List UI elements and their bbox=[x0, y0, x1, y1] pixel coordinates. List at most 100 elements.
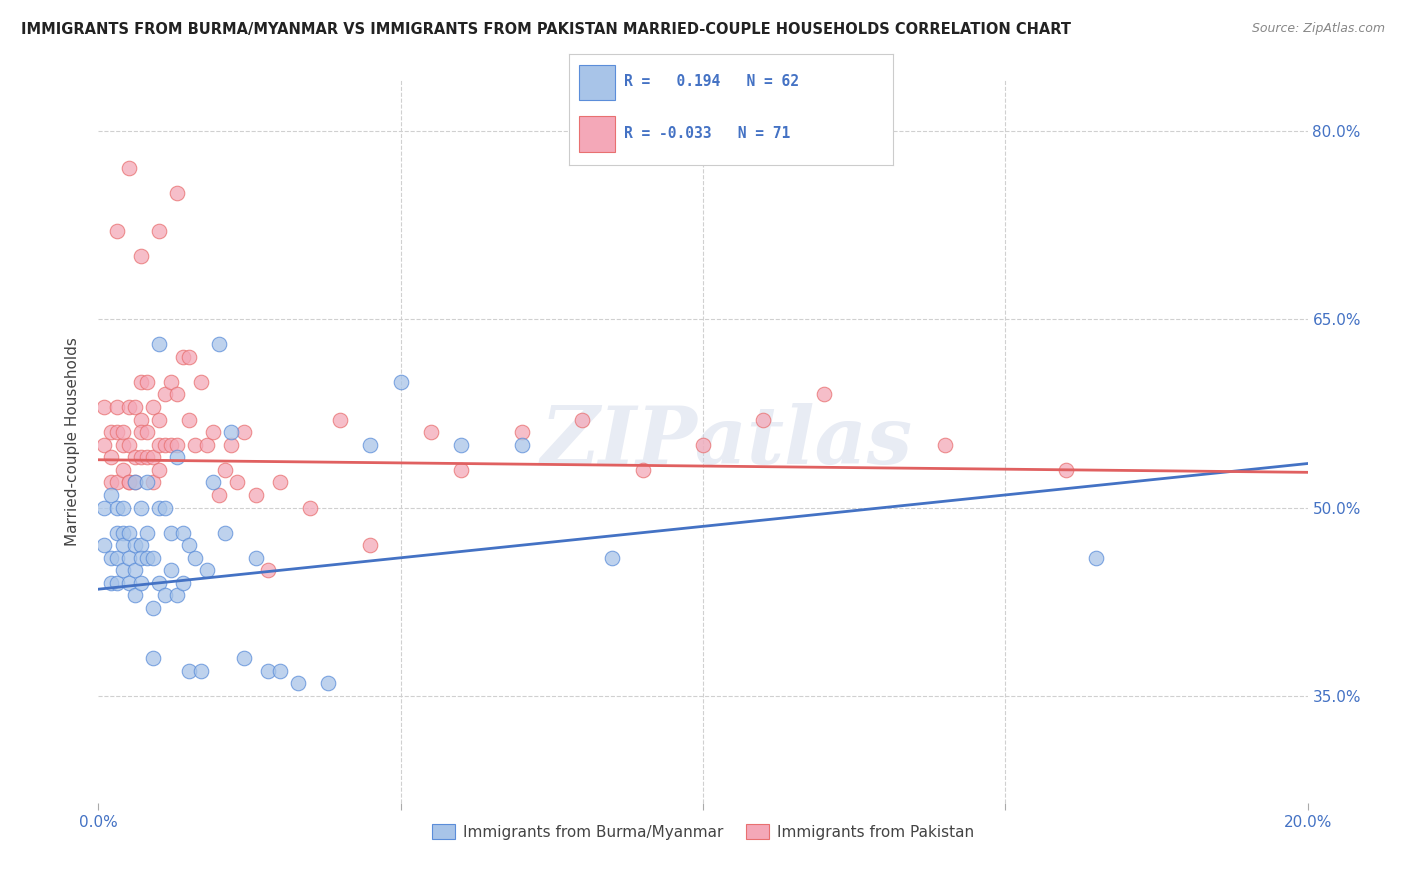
Point bbox=[135, 550, 157, 565]
Point bbox=[105, 575, 128, 590]
Point bbox=[124, 450, 146, 465]
Point bbox=[105, 500, 128, 515]
Point bbox=[510, 438, 533, 452]
Point bbox=[287, 676, 309, 690]
Point bbox=[148, 463, 170, 477]
Point bbox=[118, 575, 141, 590]
Point bbox=[105, 224, 128, 238]
Point bbox=[226, 475, 249, 490]
Point bbox=[100, 475, 122, 490]
Point bbox=[142, 601, 165, 615]
Point bbox=[93, 500, 115, 515]
Point bbox=[160, 375, 183, 389]
Point bbox=[148, 224, 170, 238]
Point bbox=[142, 550, 165, 565]
Point bbox=[118, 550, 141, 565]
Point bbox=[602, 550, 624, 565]
Text: IMMIGRANTS FROM BURMA/MYANMAR VS IMMIGRANTS FROM PAKISTAN MARRIED-COUPLE HOUSEHO: IMMIGRANTS FROM BURMA/MYANMAR VS IMMIGRA… bbox=[21, 22, 1071, 37]
Point bbox=[93, 438, 115, 452]
Point bbox=[692, 438, 714, 452]
Point bbox=[166, 450, 188, 465]
Point bbox=[118, 400, 141, 414]
Point bbox=[129, 538, 152, 552]
Point bbox=[256, 664, 278, 678]
Point bbox=[631, 463, 654, 477]
Point bbox=[179, 412, 201, 426]
Point bbox=[179, 350, 201, 364]
Point bbox=[571, 412, 593, 426]
Point bbox=[129, 375, 152, 389]
Point bbox=[135, 375, 157, 389]
Point bbox=[190, 375, 212, 389]
Point bbox=[135, 425, 157, 439]
Point bbox=[93, 538, 115, 552]
Point bbox=[100, 575, 122, 590]
Point bbox=[208, 488, 231, 502]
Point bbox=[111, 438, 134, 452]
Point bbox=[111, 425, 134, 439]
Point bbox=[166, 387, 188, 401]
Point bbox=[269, 664, 291, 678]
Bar bbox=[579, 65, 614, 101]
Point bbox=[100, 488, 122, 502]
Point bbox=[510, 425, 533, 439]
Point bbox=[124, 400, 146, 414]
Point bbox=[111, 538, 134, 552]
Point bbox=[450, 463, 472, 477]
Point bbox=[245, 550, 267, 565]
Point bbox=[148, 412, 170, 426]
Point bbox=[118, 475, 141, 490]
Point bbox=[111, 525, 134, 540]
Point bbox=[129, 249, 152, 263]
Point bbox=[195, 438, 218, 452]
Point bbox=[129, 550, 152, 565]
Point bbox=[148, 575, 170, 590]
Point bbox=[214, 525, 236, 540]
Point bbox=[214, 463, 236, 477]
Point bbox=[124, 563, 146, 577]
Point bbox=[166, 186, 188, 201]
Point bbox=[299, 500, 322, 515]
Point bbox=[153, 589, 176, 603]
Point bbox=[118, 525, 141, 540]
Point bbox=[316, 676, 339, 690]
Point bbox=[160, 563, 183, 577]
Point bbox=[184, 550, 207, 565]
Point bbox=[1054, 463, 1077, 477]
Point bbox=[221, 425, 243, 439]
Point bbox=[142, 475, 165, 490]
Point bbox=[172, 350, 194, 364]
Point bbox=[166, 438, 188, 452]
Point bbox=[208, 337, 231, 351]
Bar bbox=[579, 116, 614, 152]
Point bbox=[153, 387, 176, 401]
Point bbox=[148, 500, 170, 515]
Text: R = -0.033   N = 71: R = -0.033 N = 71 bbox=[624, 126, 790, 141]
Point bbox=[118, 438, 141, 452]
Point bbox=[105, 400, 128, 414]
Point bbox=[135, 525, 157, 540]
Point bbox=[202, 425, 225, 439]
Point bbox=[129, 450, 152, 465]
Point bbox=[269, 475, 291, 490]
Point bbox=[221, 438, 243, 452]
Point bbox=[813, 387, 835, 401]
Point bbox=[111, 500, 134, 515]
Point bbox=[105, 475, 128, 490]
Point bbox=[124, 475, 146, 490]
Point bbox=[245, 488, 267, 502]
Point bbox=[111, 463, 134, 477]
Point bbox=[100, 450, 122, 465]
Point bbox=[124, 538, 146, 552]
Point bbox=[148, 438, 170, 452]
Point bbox=[100, 550, 122, 565]
Point bbox=[142, 400, 165, 414]
Point bbox=[752, 412, 775, 426]
Point bbox=[934, 438, 956, 452]
Point bbox=[232, 651, 254, 665]
Point bbox=[179, 538, 201, 552]
Point bbox=[129, 500, 152, 515]
Point bbox=[135, 475, 157, 490]
Legend: Immigrants from Burma/Myanmar, Immigrants from Pakistan: Immigrants from Burma/Myanmar, Immigrant… bbox=[426, 818, 980, 846]
Point bbox=[166, 589, 188, 603]
